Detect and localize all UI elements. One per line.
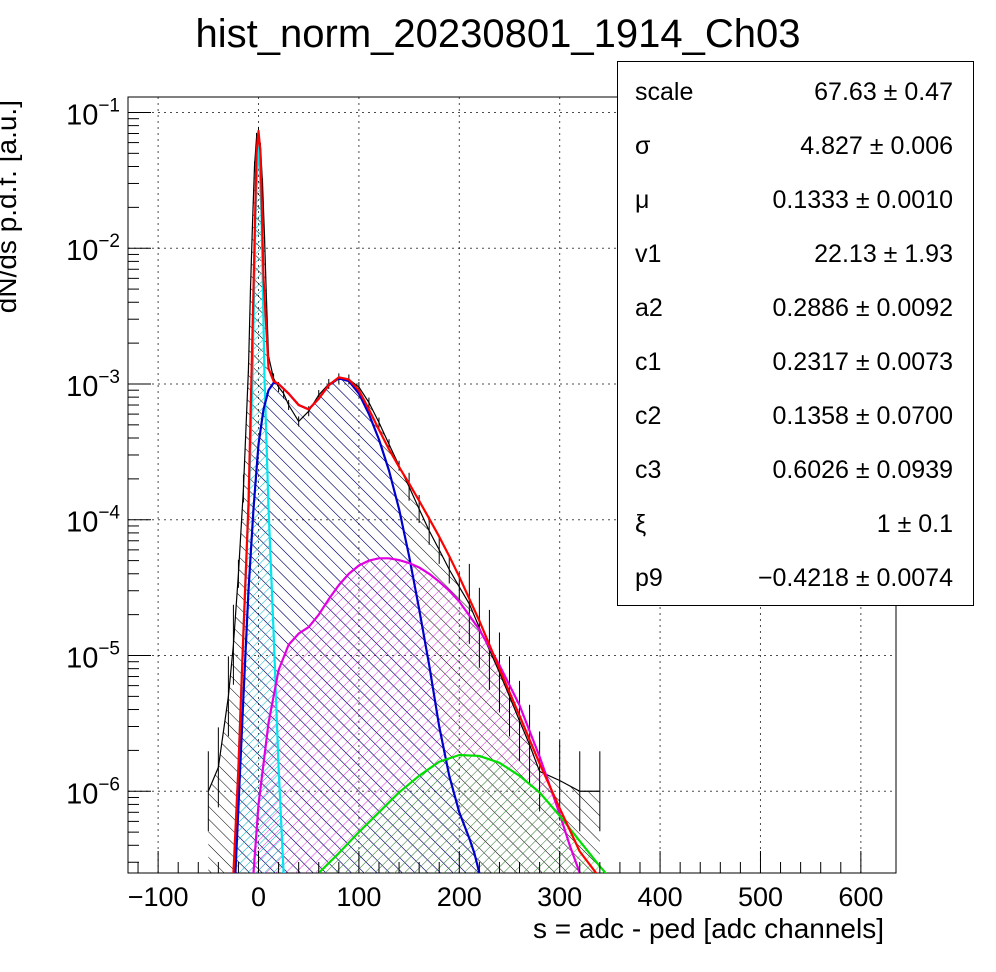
fit-curve — [234, 377, 481, 873]
parameter-name: v1 — [635, 240, 662, 268]
fit-parameter-row: scale 67.63 ± 0.47 — [618, 64, 973, 118]
fit-curve — [232, 129, 598, 873]
parameter-name: p9 — [635, 564, 663, 592]
parameter-value: 0.1358 ± 0.0700 — [772, 402, 953, 430]
fit-parameter-row: σ 4.827 ± 0.006 — [618, 118, 973, 172]
x-axis-ticks: −100 0 100 200 300 400 500 600 — [128, 851, 883, 912]
y-tick-label: 10−2 — [66, 231, 120, 267]
fit-parameter-row: c2 0.1358 ± 0.0700 — [618, 388, 973, 442]
x-tick-label: 0 — [251, 882, 266, 912]
x-axis-label: s = adc - ped [adc channels] — [533, 913, 884, 944]
x-tick-label: 400 — [638, 882, 683, 912]
parameter-name: μ — [635, 186, 650, 214]
parameter-value: 67.63 ± 0.47 — [814, 78, 953, 106]
parameter-name: c1 — [635, 348, 662, 376]
parameter-name: c2 — [635, 402, 662, 430]
fit-parameter-row: p9 −0.4218 ± 0.0074 — [618, 550, 973, 604]
parameter-value: 4.827 ± 0.006 — [800, 132, 953, 160]
fit-parameter-row: ξ 1 ± 0.1 — [618, 496, 973, 550]
parameter-name: ξ — [635, 510, 647, 538]
fit-parameter-row: μ 0.1333 ± 0.0010 — [618, 172, 973, 226]
fit-parameter-row: c3 0.6026 ± 0.0939 — [618, 442, 973, 496]
component-fills — [208, 131, 610, 873]
y-tick-label: 10−5 — [66, 639, 120, 675]
fit-parameters-box: scale 67.63 ± 0.47 σ 4.827 ± 0.006 μ 0.1333 ±… — [617, 61, 974, 606]
fit-curve — [252, 557, 581, 873]
x-tick-label: 500 — [738, 882, 783, 912]
y-axis-ticks: 10−6 10−5 10−4 10−3 10−2 10−1 — [66, 95, 151, 863]
parameter-value: 22.13 ± 1.93 — [814, 240, 953, 268]
parameter-value: 0.1333 ± 0.0010 — [772, 186, 953, 214]
parameter-value: −0.4218 ± 0.0074 — [757, 564, 953, 592]
y-tick-label: 10−3 — [66, 367, 120, 403]
parameter-name: c3 — [635, 456, 662, 484]
parameter-value: 0.2886 ± 0.0092 — [772, 294, 953, 322]
y-axis-label: dN/ds p.d.f. [a.u.] — [0, 100, 22, 313]
y-tick-label: 10−4 — [66, 503, 120, 539]
chart-title: hist_norm_20230801_1914_Ch03 — [196, 12, 801, 56]
x-tick-label: 100 — [336, 882, 381, 912]
fit-parameter-row: a2 0.2886 ± 0.0092 — [618, 280, 973, 334]
fit-parameter-row: c1 0.2317 ± 0.0073 — [618, 334, 973, 388]
x-tick-label: −100 — [128, 882, 189, 912]
y-tick-label: 10−1 — [66, 95, 120, 131]
parameter-name: scale — [635, 78, 694, 106]
component-hatch-fill — [318, 754, 610, 873]
y-tick-label: 10−6 — [66, 774, 120, 810]
parameter-value: 1 ± 0.1 — [876, 510, 953, 538]
parameter-value: 0.6026 ± 0.0939 — [772, 456, 953, 484]
parameter-value: 0.2317 ± 0.0073 — [772, 348, 953, 376]
x-tick-label: 600 — [838, 882, 883, 912]
component-hatch-fill — [234, 133, 284, 873]
fit-parameter-row: v1 22.13 ± 1.93 — [618, 226, 973, 280]
x-tick-label: 200 — [437, 882, 482, 912]
parameter-name: a2 — [635, 294, 663, 322]
fit-curves — [232, 129, 608, 873]
parameter-name: σ — [635, 132, 651, 160]
x-tick-label: 300 — [537, 882, 582, 912]
